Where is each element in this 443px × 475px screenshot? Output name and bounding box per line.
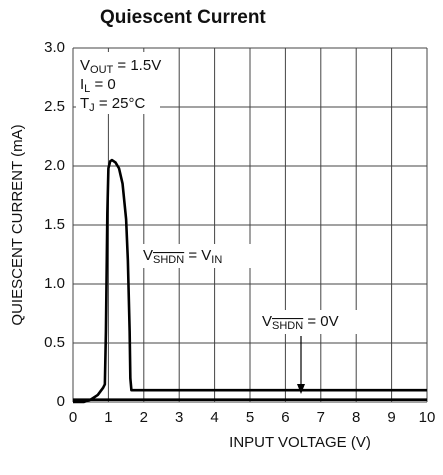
- note-bg: [140, 244, 252, 268]
- y-axis-label: QUIESCENT CURRENT (mA): [9, 124, 26, 325]
- grid: [72, 47, 428, 403]
- y-tick-label: 1.5: [44, 216, 65, 233]
- y-tick-label: 2.0: [44, 157, 65, 174]
- x-tick-label: 0: [69, 409, 77, 426]
- x-tick-label: 4: [210, 409, 218, 426]
- note-bg: [258, 310, 364, 334]
- y-tick-label: 3.0: [44, 39, 65, 56]
- x-tick-label: 2: [140, 409, 148, 426]
- condition: VOUT = 1.5V: [80, 57, 161, 76]
- y-tick-label: 0: [57, 393, 65, 410]
- series-line: [73, 158, 427, 404]
- x-tick-label: 10: [419, 409, 436, 426]
- x-axis-label: INPUT VOLTAGE (V): [229, 434, 371, 451]
- x-tick-label: 5: [246, 409, 254, 426]
- x-tick-label: 9: [387, 409, 395, 426]
- x-tick-label: 1: [104, 409, 112, 426]
- y-tick-label: 0.5: [44, 334, 65, 351]
- x-tick-label: 8: [352, 409, 360, 426]
- arrow-head: [297, 384, 305, 394]
- x-tick-label: 3: [175, 409, 183, 426]
- condition: TJ = 25°C: [80, 95, 145, 114]
- y-tick-label: 1.0: [44, 275, 65, 292]
- condition: IL = 0: [80, 76, 116, 95]
- note-bg: [76, 52, 160, 114]
- series-label: VSHDN = 0V: [262, 313, 339, 332]
- series-label: VSHDN = VIN: [143, 247, 222, 266]
- y-tick-label: 2.5: [44, 98, 65, 115]
- lines: [73, 158, 427, 404]
- x-tick-label: 7: [317, 409, 325, 426]
- x-tick-label: 6: [281, 409, 289, 426]
- chart-title: Quiescent Current: [100, 7, 266, 28]
